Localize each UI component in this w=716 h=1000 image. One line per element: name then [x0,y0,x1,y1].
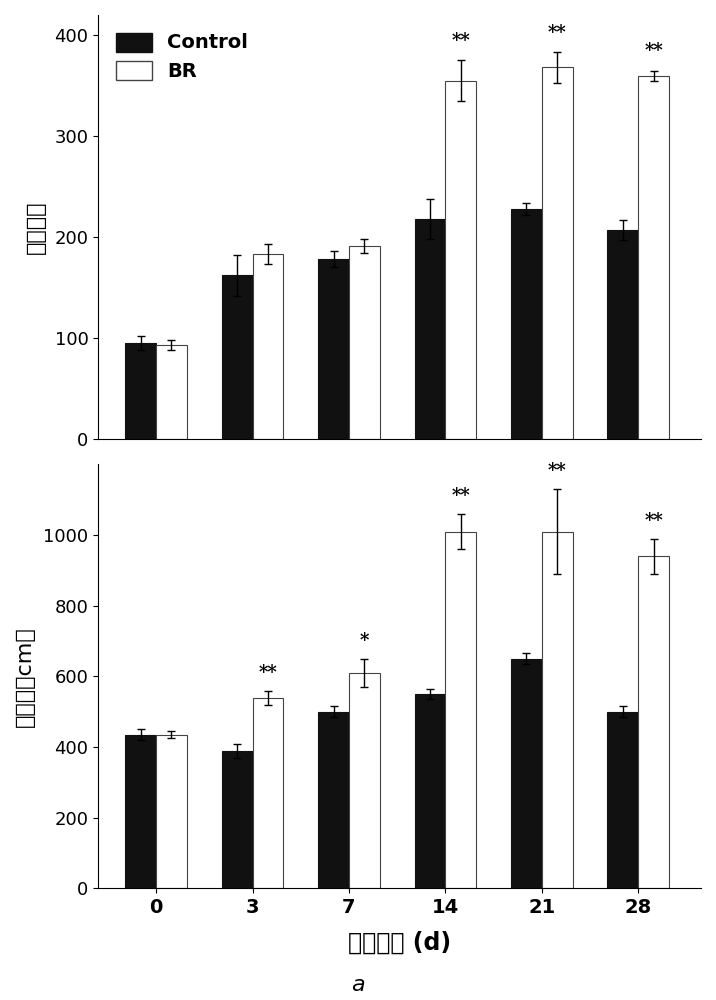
Text: **: ** [452,32,470,50]
Bar [607,230,638,439]
Bar [125,735,156,888]
Bar [607,712,638,888]
Y-axis label: 根长度（cm）: 根长度（cm） [15,626,35,727]
Text: **: ** [548,462,566,480]
Text: **: ** [258,664,277,682]
Bar [511,659,542,888]
Bar [638,556,669,888]
Bar [445,532,476,888]
Bar [511,209,542,439]
Bar [542,532,573,888]
Legend: Control, BR: Control, BR [107,24,257,90]
Bar [542,67,573,439]
Bar [156,735,187,888]
X-axis label: 处理天数 (d): 处理天数 (d) [348,931,451,955]
Bar [318,712,349,888]
Text: **: ** [644,42,663,60]
Bar [222,275,253,439]
Bar [222,751,253,888]
Bar [415,219,445,439]
Text: *: * [359,632,369,650]
Text: **: ** [452,487,470,505]
Bar [253,698,284,888]
Bar [125,343,156,439]
Text: **: ** [548,24,566,42]
Bar [638,76,669,439]
Y-axis label: 偶根数目: 偶根数目 [26,200,46,254]
Text: a: a [351,975,365,995]
Bar [349,246,379,439]
Bar [415,694,445,888]
Text: **: ** [644,512,663,530]
Bar [156,345,187,439]
Bar [253,254,284,439]
Bar [445,81,476,439]
Bar [349,673,379,888]
Bar [318,259,349,439]
